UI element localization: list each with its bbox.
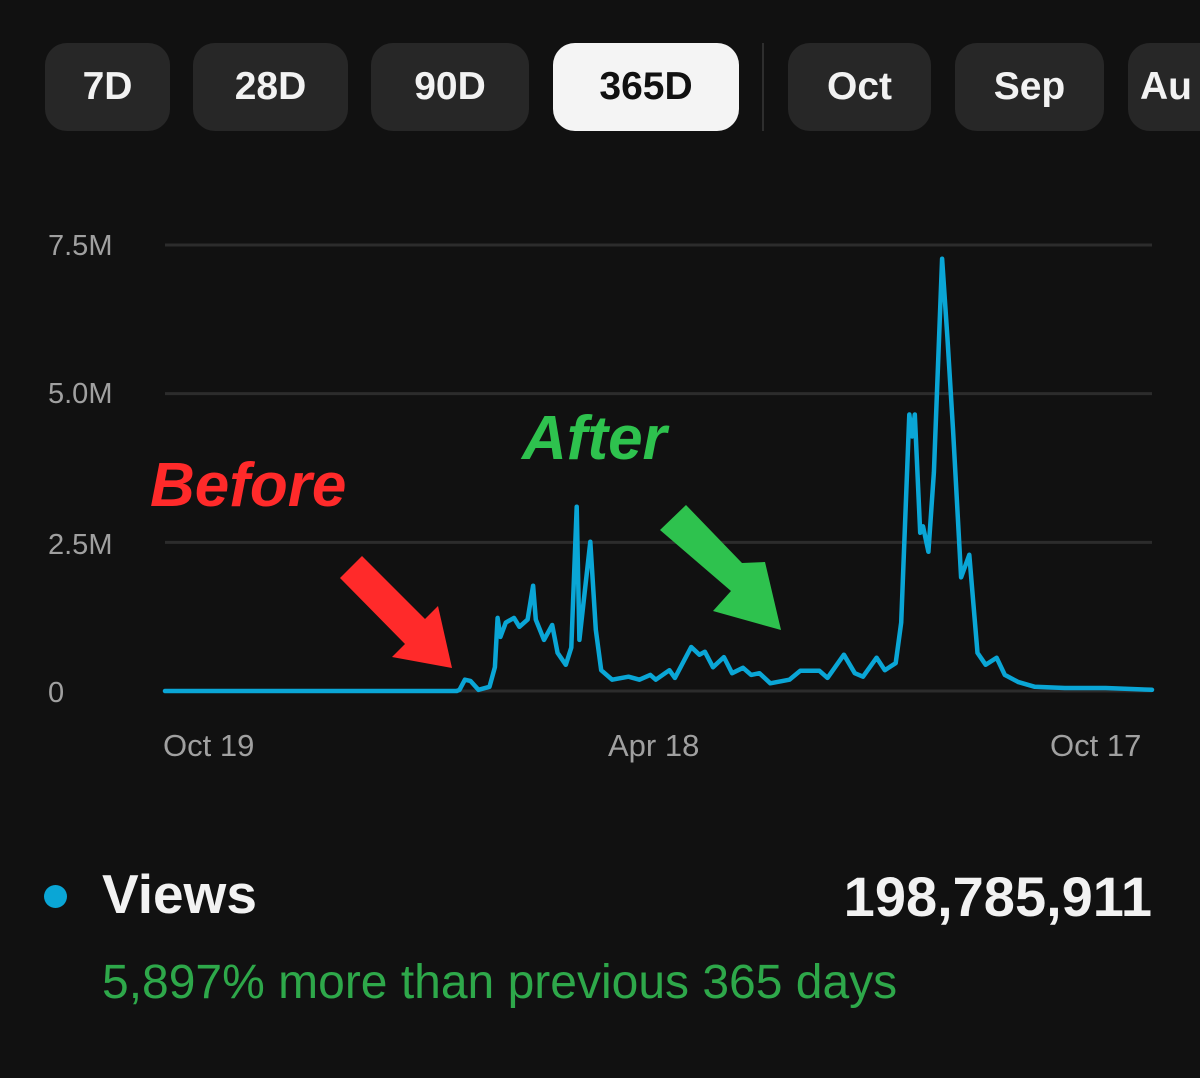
x-tick-label: Oct 19: [163, 728, 255, 763]
before-arrow-icon: [340, 556, 452, 668]
views-series-line: [162, 256, 1155, 694]
before-annotation: Before: [150, 451, 347, 520]
y-tick-label: 7.5M: [48, 230, 113, 262]
tab-7d[interactable]: 7D: [45, 43, 170, 131]
y-tick-label: 5.0M: [48, 378, 113, 410]
x-tick-label: Apr 18: [608, 728, 700, 763]
tab-sep[interactable]: Sep: [955, 43, 1104, 131]
comparison-text: 5,897% more than previous 365 days: [102, 956, 898, 1009]
views-legend-dot: [44, 885, 67, 908]
tab-28d[interactable]: 28D: [193, 43, 348, 131]
metric-label: Views: [102, 863, 257, 925]
y-tick-label: 0: [48, 677, 65, 709]
x-tick-label: Oct 17: [1050, 728, 1142, 763]
y-tick-label: 2.5M: [48, 529, 113, 561]
after-arrow-icon: [660, 505, 781, 630]
total-views: 198,785,911: [843, 865, 1152, 928]
tab-divider: [762, 43, 764, 131]
tab-365d[interactable]: 365D: [553, 43, 739, 131]
after-annotation: After: [522, 404, 667, 473]
tab-90d[interactable]: 90D: [371, 43, 529, 131]
tab-aug[interactable]: Au: [1128, 43, 1200, 131]
tab-oct[interactable]: Oct: [788, 43, 931, 131]
